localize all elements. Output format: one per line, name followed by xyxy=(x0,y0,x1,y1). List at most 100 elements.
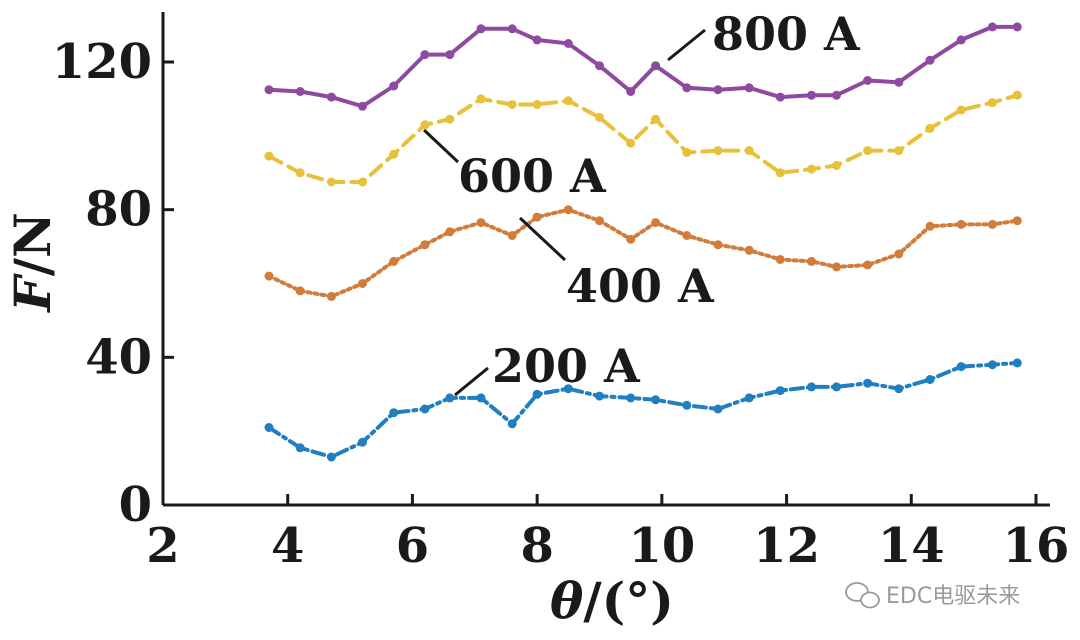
axes-layer xyxy=(161,12,1050,507)
data-point-400a-22 xyxy=(925,221,935,231)
data-point-400a-16 xyxy=(744,245,754,255)
data-point-600a-21 xyxy=(894,146,904,156)
y-tick-label-1: 40 xyxy=(85,329,152,385)
data-point-600a-2 xyxy=(326,177,336,187)
data-point-800a-2 xyxy=(326,92,336,102)
data-point-400a-4 xyxy=(389,256,399,266)
label-200A: 200 A xyxy=(492,339,641,393)
data-point-400a-15 xyxy=(713,240,723,250)
data-point-200a-11 xyxy=(595,391,604,401)
data-point-400a-18 xyxy=(807,256,816,266)
data-point-400a-9 xyxy=(532,212,542,222)
data-point-800a-12 xyxy=(626,87,636,96)
data-point-200a-20 xyxy=(863,378,873,388)
data-point-800a-22 xyxy=(925,55,935,65)
y-tick-label-2: 80 xyxy=(85,182,152,238)
data-point-600a-22 xyxy=(925,123,935,133)
data-point-400a-24 xyxy=(987,219,997,229)
data-point-600a-13 xyxy=(651,114,661,124)
data-point-800a-3 xyxy=(358,101,367,111)
data-point-400a-1 xyxy=(295,286,305,296)
data-point-600a-3 xyxy=(358,177,367,187)
y-axis-title: F/N xyxy=(3,212,62,313)
y-tick-label-0: 0 xyxy=(119,477,152,533)
data-point-600a-5 xyxy=(420,120,430,130)
data-point-400a-23 xyxy=(956,219,966,229)
data-point-800a-7 xyxy=(476,24,486,34)
data-point-400a-3 xyxy=(358,279,367,288)
x-tick-label-6: 14 xyxy=(878,518,945,574)
data-point-800a-4 xyxy=(389,81,399,91)
x-tick-label-5: 12 xyxy=(753,518,820,574)
data-point-800a-5 xyxy=(420,50,430,60)
data-point-200a-25 xyxy=(1012,358,1022,368)
leader-600 xyxy=(422,128,460,164)
data-point-400a-21 xyxy=(894,249,904,259)
data-point-600a-20 xyxy=(863,146,873,156)
data-point-800a-24 xyxy=(987,22,997,32)
data-point-600a-6 xyxy=(445,114,455,124)
x-tick-label-1: 4 xyxy=(271,518,304,574)
ticks-layer: 2 4 6 8 10 12 14 16 0 40 80 120 xyxy=(52,34,1070,574)
data-point-400a-19 xyxy=(832,262,841,272)
x-tick-label-4: 10 xyxy=(628,518,695,574)
data-point-600a-9 xyxy=(532,100,542,109)
data-point-800a-20 xyxy=(863,76,873,85)
data-point-200a-8 xyxy=(507,419,517,429)
data-point-200a-2 xyxy=(326,452,336,462)
data-point-400a-0 xyxy=(264,271,274,281)
data-point-400a-11 xyxy=(595,216,604,226)
data-point-600a-12 xyxy=(626,138,636,148)
x-tick-label-0: 2 xyxy=(146,518,179,574)
series-line-200a xyxy=(267,360,1020,459)
data-point-200a-5 xyxy=(420,404,430,414)
data-point-200a-7 xyxy=(476,393,486,403)
series-800a xyxy=(264,22,1022,111)
data-point-400a-13 xyxy=(651,218,661,228)
data-point-600a-7 xyxy=(476,94,486,104)
data-point-200a-12 xyxy=(626,393,636,403)
data-point-800a-19 xyxy=(832,90,841,100)
series-200a xyxy=(264,358,1022,462)
data-point-600a-16 xyxy=(744,146,754,156)
data-point-400a-8 xyxy=(507,231,517,240)
data-point-800a-14 xyxy=(682,83,692,93)
x-axis-var: θ xyxy=(550,571,584,630)
data-point-200a-18 xyxy=(807,382,816,392)
data-point-600a-10 xyxy=(563,96,573,106)
data-point-400a-12 xyxy=(626,234,636,244)
y-axis-unit: /N xyxy=(3,212,62,276)
series-line-800a xyxy=(267,24,1020,109)
label-400A: 400 A xyxy=(566,259,715,313)
data-point-200a-21 xyxy=(894,384,904,394)
data-point-400a-20 xyxy=(863,260,873,270)
data-point-200a-16 xyxy=(744,393,754,403)
data-point-600a-4 xyxy=(389,149,399,159)
watermark: EDC电驱未来 xyxy=(845,582,1020,609)
data-point-400a-25 xyxy=(1012,216,1022,226)
series-line-600a xyxy=(267,93,1020,184)
data-point-800a-1 xyxy=(295,87,305,96)
leader-200 xyxy=(454,366,489,397)
data-point-400a-14 xyxy=(682,231,692,240)
data-point-200a-13 xyxy=(651,395,661,405)
data-point-400a-17 xyxy=(775,255,785,264)
data-point-800a-10 xyxy=(563,39,573,48)
data-point-800a-8 xyxy=(507,24,517,34)
label-600A: 600 A xyxy=(458,149,607,203)
series-line-400a xyxy=(267,207,1020,299)
data-point-600a-1 xyxy=(295,168,305,178)
data-point-600a-17 xyxy=(775,168,785,178)
watermark-text: EDC电驱未来 xyxy=(886,584,1020,609)
data-point-200a-0 xyxy=(264,423,274,432)
data-point-800a-23 xyxy=(956,35,966,45)
data-point-400a-2 xyxy=(326,291,336,301)
data-point-800a-9 xyxy=(532,35,542,45)
x-axis-unit: /(°) xyxy=(583,571,674,630)
data-point-200a-19 xyxy=(832,382,841,392)
data-point-800a-15 xyxy=(713,85,723,95)
label-800A: 800 A xyxy=(712,7,861,61)
x-tick-label-3: 8 xyxy=(520,518,553,574)
data-point-200a-23 xyxy=(956,362,966,372)
